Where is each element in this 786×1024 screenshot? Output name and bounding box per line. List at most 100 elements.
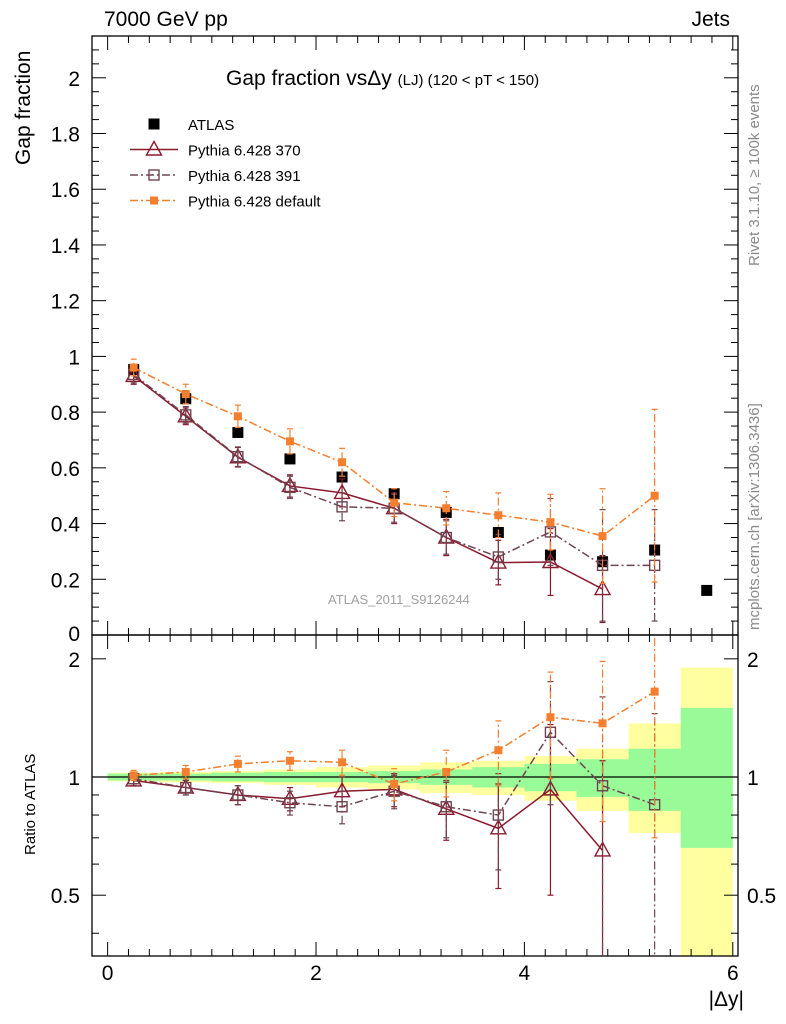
data-point-p391 — [284, 797, 296, 809]
data-point-p370 — [593, 579, 612, 596]
data-point-p391 — [440, 531, 452, 544]
legend-label-p391: Pythia 6.428 391 — [188, 168, 301, 185]
chart-title-suffix: (LJ) (120 < pT < 150) — [397, 72, 540, 89]
chart-title: Gap fraction vsΔy (LJ) (120 < pT < 150) — [226, 67, 539, 91]
header-process: Jets — [691, 8, 730, 31]
data-point-pdef — [285, 756, 294, 765]
series-line-pdef — [133, 690, 656, 785]
data-point-p370 — [541, 552, 560, 569]
series-pdef — [129, 635, 659, 839]
data-point-p391 — [440, 801, 452, 813]
y-tick-label: 1.6 — [51, 179, 80, 202]
series-line-p391 — [133, 373, 655, 567]
data-point-pdef — [494, 511, 503, 520]
data-point-atlas — [701, 584, 713, 596]
tick-labels: 0.2 0.4 0.6 0.8 1 1.2 1.4 1.6 1.8 2 0 0.5 0.5 1 1 2 2 0 2 4… — [51, 68, 776, 985]
data-point-p391 — [336, 501, 348, 513]
mcplots-reference-note: mcplots.cern.ch [arXiv:1306.3436] — [746, 403, 763, 630]
y-tick-label: 1.8 — [51, 124, 80, 147]
data-point-pdef — [546, 713, 555, 722]
data-point-p391 — [492, 809, 505, 821]
ratio-plot-frame — [91, 634, 739, 957]
data-point-pdef — [181, 390, 190, 399]
data-point-pdef — [546, 518, 555, 527]
data-point-atlas — [232, 426, 244, 438]
x-tick-label: 6 — [727, 962, 739, 985]
main-plot-series — [124, 358, 713, 624]
x-tick-label: 2 — [310, 962, 322, 985]
reference-band — [107, 667, 733, 956]
series-p370 — [124, 366, 612, 624]
legend: ATLAS Pythia 6.428 370 Pythia 6.428 391 Pyt… — [130, 117, 321, 211]
data-point-p391 — [336, 801, 348, 813]
data-point-p391 — [232, 789, 244, 801]
reference-band-outer — [107, 667, 733, 956]
series-line-p391 — [133, 731, 655, 816]
x-tick-label: 0 — [102, 962, 114, 985]
y-axis-label-main: Gap fraction — [12, 50, 35, 165]
data-point-atlas — [336, 471, 348, 483]
ratio-y-tick-label-right: 1 — [747, 767, 759, 790]
data-point-p370 — [541, 779, 560, 796]
rivet-version-note: Rivet 3.1.10, ≥ 100k events — [746, 84, 763, 266]
data-point-p370 — [593, 841, 612, 857]
legend-label-atlas: ATLAS — [188, 117, 234, 134]
y-tick-label: 0.6 — [51, 458, 80, 481]
ratio-y-tick-label: 2 — [68, 649, 80, 672]
data-point-pdef — [233, 412, 242, 421]
data-point-pdef — [650, 687, 659, 696]
data-point-pdef — [598, 719, 607, 728]
series-line-p370 — [133, 375, 603, 590]
y-tick-label: 0.2 — [51, 569, 80, 592]
data-point-pdef — [650, 491, 659, 500]
y-tick-label: 0.8 — [51, 402, 80, 425]
data-point-pdef — [233, 759, 242, 768]
series-p391 — [127, 680, 661, 956]
axis-ticks — [92, 36, 738, 956]
series-atlas — [128, 363, 713, 596]
data-point-pdef — [442, 767, 451, 776]
y-tick-label: 1 — [68, 346, 80, 369]
data-point-p391 — [232, 450, 244, 463]
data-point-pdef — [494, 746, 503, 755]
y-tick-label: 0.4 — [51, 514, 81, 537]
data-point-p391 — [492, 551, 505, 563]
legend-marker-p391 — [148, 169, 160, 181]
data-point-pdef — [442, 504, 451, 513]
header-energy: 7000 GeV pp — [104, 8, 228, 31]
ratio-y-tick-label-right: 2 — [747, 649, 759, 672]
data-point-pdef — [129, 771, 138, 780]
data-point-pdef — [285, 437, 294, 446]
plot-frames — [91, 35, 739, 957]
data-point-pdef — [338, 458, 347, 467]
y-tick-label: 2 — [68, 68, 80, 91]
legend-label-pdef: Pythia 6.428 default — [188, 194, 321, 211]
data-point-atlas — [284, 453, 296, 465]
y-axis-label-ratio: Ratio to ATLAS — [22, 753, 39, 855]
chart-title-main: Gap fraction vsΔy — [226, 67, 392, 90]
ratio-y-tick-label-right: 0.5 — [747, 885, 776, 908]
y-tick-label: 1.2 — [51, 291, 80, 314]
series-line-p370 — [133, 779, 604, 851]
analysis-watermark: ATLAS_2011_S9126244 — [328, 592, 470, 607]
data-point-p391 — [180, 781, 192, 794]
x-tick-label: 4 — [519, 962, 531, 985]
data-point-pdef — [181, 767, 190, 776]
y-tick-label: 0 — [68, 623, 80, 646]
data-point-p391 — [596, 780, 609, 792]
ratio-y-tick-label: 0.5 — [51, 885, 80, 908]
data-point-p391 — [180, 409, 192, 421]
legend-marker-pdef — [150, 196, 158, 205]
legend-marker-atlas — [148, 118, 160, 130]
legend-marker-p370 — [145, 140, 163, 156]
data-point-pdef — [598, 532, 607, 541]
y-tick-label: 1.4 — [51, 235, 81, 258]
data-point-pdef — [129, 363, 138, 372]
legend-label-p370: Pythia 6.428 370 — [188, 143, 301, 160]
data-point-pdef — [390, 498, 399, 507]
data-point-pdef — [338, 758, 347, 767]
x-axis-label: |Δy| — [708, 988, 744, 1011]
series-pdef — [129, 358, 659, 585]
ratio-plot-series — [124, 635, 661, 956]
